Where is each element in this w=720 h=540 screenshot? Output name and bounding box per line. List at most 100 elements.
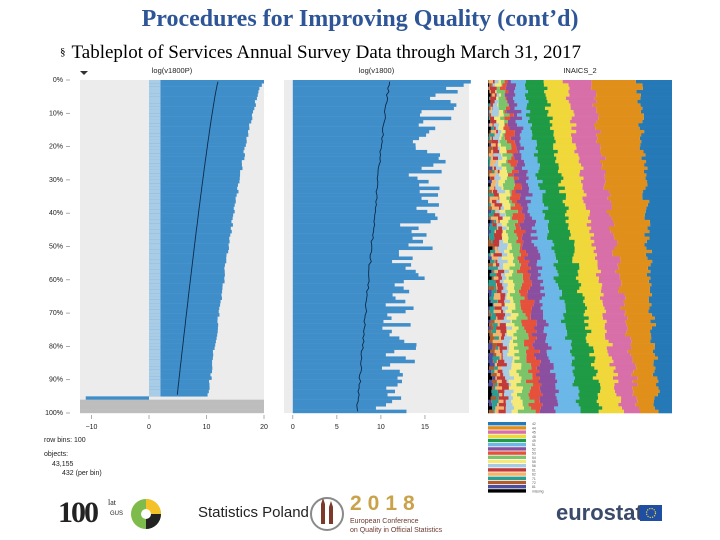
category-segment: [500, 309, 504, 314]
category-segment: [501, 303, 505, 307]
category-segment: [649, 286, 672, 291]
category-segment: [513, 96, 526, 101]
category-segment: [517, 209, 522, 214]
category-segment: [543, 309, 566, 314]
category-segment: [643, 189, 672, 194]
category-segment: [596, 399, 621, 404]
bin-bar-light: [149, 309, 161, 314]
category-segment: [490, 349, 495, 354]
category-segment: [501, 223, 507, 227]
category-segment: [596, 99, 638, 104]
category-segment: [517, 123, 532, 127]
category-segment: [502, 343, 509, 347]
category-segment: [532, 373, 537, 377]
category-segment: [490, 223, 493, 227]
category-segment: [488, 113, 490, 117]
category-segment: [523, 126, 531, 131]
category-segment: [497, 129, 502, 134]
category-segment: [561, 289, 578, 294]
category-segment: [614, 246, 647, 251]
category-segment: [579, 266, 598, 271]
bin-bar: [149, 193, 237, 197]
category-segment: [633, 389, 660, 394]
category-segment: [500, 143, 512, 147]
category-segment: [491, 206, 499, 211]
category-segment: [611, 203, 648, 207]
category-segment: [500, 116, 505, 121]
category-segment: [614, 386, 633, 390]
category-segment: [504, 296, 507, 301]
bin-bar: [292, 113, 421, 117]
bin-bar-light: [149, 173, 161, 177]
category-segment: [520, 263, 528, 267]
bin-bar: [292, 326, 383, 330]
category-segment: [658, 379, 672, 384]
category-segment: [488, 183, 491, 187]
bin-bar: [149, 216, 233, 221]
category-segment: [496, 166, 502, 171]
bin-bar: [149, 249, 229, 254]
category-segment: [604, 323, 627, 327]
category-segment: [569, 93, 597, 97]
category-segment: [632, 359, 654, 364]
category-segment: [651, 249, 672, 254]
category-segment: [491, 399, 492, 404]
category-segment: [536, 366, 554, 371]
category-segment: [494, 246, 497, 251]
bin-bar: [292, 386, 387, 390]
category-segment: [541, 383, 556, 387]
category-segment: [496, 229, 503, 234]
category-segment: [542, 303, 566, 307]
category-segment: [502, 156, 507, 161]
category-segment: [507, 239, 517, 244]
bin-bar: [149, 183, 238, 187]
category-segment: [539, 409, 556, 414]
category-segment: [500, 373, 504, 377]
category-segment: [564, 203, 586, 207]
category-segment: [585, 336, 606, 341]
category-segment: [565, 219, 592, 224]
category-segment: [513, 269, 517, 274]
bin-bar: [292, 373, 403, 377]
category-segment: [500, 80, 505, 84]
category-segment: [583, 199, 611, 204]
legend-label: 42: [532, 422, 536, 426]
bin-bar: [292, 293, 393, 297]
category-segment: [557, 169, 581, 174]
category-segment: [496, 159, 499, 164]
category-segment: [631, 339, 651, 344]
category-segment: [524, 326, 535, 331]
category-segment: [596, 93, 641, 97]
category-segment: [491, 216, 498, 221]
category-segment: [488, 156, 491, 161]
bin-bar-light: [149, 356, 161, 360]
category-segment: [548, 343, 571, 347]
category-segment: [610, 193, 643, 197]
category-segment: [504, 109, 507, 114]
category-segment: [553, 143, 576, 147]
category-segment: [512, 336, 517, 341]
category-segment: [488, 323, 493, 327]
category-segment: [503, 206, 511, 211]
category-segment: [511, 193, 521, 197]
category-segment: [492, 376, 496, 380]
bin-bar: [292, 93, 436, 97]
category-segment: [503, 316, 507, 321]
category-segment: [521, 183, 529, 187]
bin-bar: [292, 303, 386, 307]
category-segment: [491, 136, 493, 141]
category-segment: [491, 199, 497, 204]
category-segment: [492, 323, 498, 327]
category-segment: [574, 149, 601, 154]
category-segment: [658, 386, 672, 390]
bin-bar-light: [149, 176, 161, 181]
category-segment: [538, 249, 555, 254]
category-segment: [498, 336, 501, 341]
bin-bar-light: [149, 199, 161, 204]
category-segment: [497, 323, 500, 327]
category-segment: [501, 203, 503, 207]
category-segment: [642, 106, 672, 111]
category-segment: [488, 379, 490, 384]
category-segment: [509, 346, 514, 351]
bin-bar: [292, 119, 424, 124]
